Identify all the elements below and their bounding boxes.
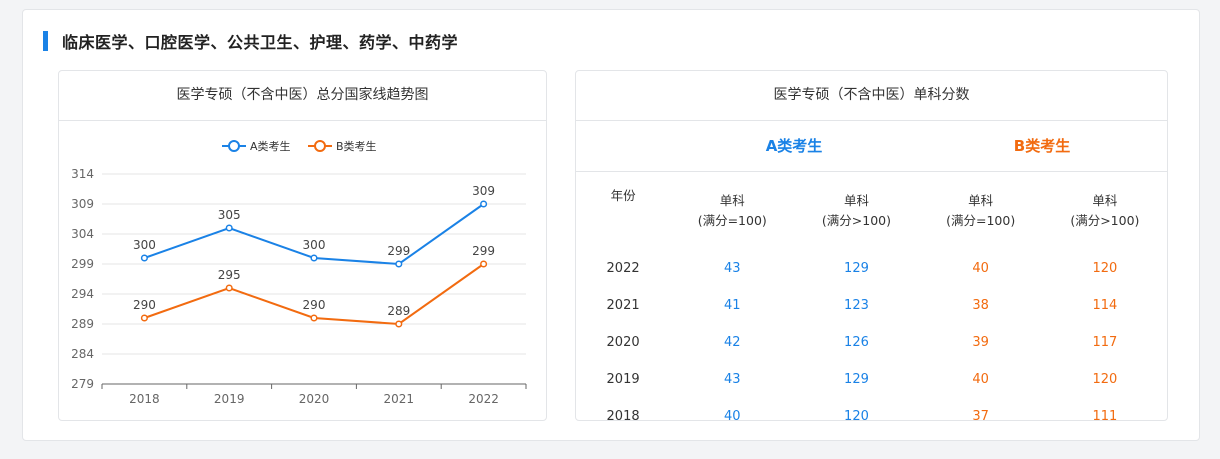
data-point bbox=[225, 284, 233, 292]
data-label: 290 bbox=[303, 298, 326, 312]
y-tick-label: 299 bbox=[71, 257, 94, 271]
data-label: 295 bbox=[218, 268, 241, 282]
data-point bbox=[395, 260, 403, 268]
y-tick-label: 309 bbox=[71, 197, 94, 211]
legend-label: B类考生 bbox=[336, 139, 377, 153]
cell-year: 2022 bbox=[606, 261, 640, 276]
header-year: 年份 bbox=[576, 172, 670, 250]
data-point bbox=[225, 224, 233, 232]
cell-b-le100: 40 bbox=[972, 261, 989, 276]
table-row: 2020 42 126 39 117 bbox=[576, 324, 1167, 361]
single-subject-card: 医学专硕（不含中医）单科分数 A类考生 B类考生 年份 单科 (满分=100) bbox=[575, 70, 1168, 424]
table-row: 2022 43 129 40 120 bbox=[576, 250, 1167, 287]
heading-accent-bar bbox=[43, 31, 48, 51]
header-label: 单科 bbox=[968, 193, 994, 208]
y-tick-label: 314 bbox=[71, 167, 94, 181]
header-label: 单科 bbox=[1092, 193, 1118, 208]
data-point bbox=[140, 314, 148, 322]
cell-b-gt100: 120 bbox=[1092, 372, 1118, 387]
trend-chart-card: 医学专硕（不含中医）总分国家线趋势图 279 284 289 294 299 304 309… bbox=[58, 70, 547, 421]
x-tick-label: 2018 bbox=[129, 392, 160, 406]
header-sublabel: (满分>100) bbox=[821, 213, 891, 228]
cell-a-le100: 43 bbox=[723, 261, 741, 276]
single-subject-table: 年份 单科 (满分=100) 单科 (满分>100) 单科 (满分=100) bbox=[576, 172, 1167, 435]
header-sublabel: (满分>100) bbox=[1070, 213, 1140, 228]
cell-a-le100: 42 bbox=[723, 335, 741, 350]
header-label: 单科 bbox=[843, 193, 869, 208]
cell-a-gt100: 126 bbox=[844, 335, 869, 350]
table-header-row: 年份 单科 (满分=100) 单科 (满分>100) 单科 (满分=100) bbox=[576, 172, 1167, 250]
cell-year: 2019 bbox=[606, 372, 640, 387]
x-tick-label: 2019 bbox=[214, 392, 245, 406]
x-tick-label: 2022 bbox=[468, 392, 499, 406]
data-label: 300 bbox=[133, 238, 156, 252]
table-row: 2021 41 123 38 114 bbox=[576, 287, 1167, 324]
table-row: 2019 43 129 40 120 bbox=[576, 361, 1167, 398]
section-heading: 临床医学、口腔医学、公共卫生、护理、药学、中药学 bbox=[43, 30, 458, 52]
group-b-label: B类考生 bbox=[1013, 137, 1071, 155]
y-tick-label: 284 bbox=[71, 347, 94, 361]
x-tick-label: 2020 bbox=[299, 392, 330, 406]
header-sublabel: (满分=100) bbox=[946, 213, 1016, 228]
data-label: 290 bbox=[133, 298, 156, 312]
content-panel: 临床医学、口腔医学、公共卫生、护理、药学、中药学 医学专硕（不含中医）总分国家线… bbox=[22, 9, 1200, 441]
table-card-title: 医学专硕（不含中医）单科分数 bbox=[576, 71, 1167, 121]
cell-b-gt100: 111 bbox=[1092, 409, 1118, 424]
cell-a-gt100: 129 bbox=[844, 372, 869, 387]
cell-b-le100: 40 bbox=[972, 372, 989, 387]
header-sublabel: (满分=100) bbox=[697, 213, 767, 228]
header-a-gt100: 单科 (满分>100) bbox=[794, 172, 918, 250]
data-point bbox=[310, 314, 318, 322]
cell-b-le100: 37 bbox=[972, 409, 989, 424]
data-point bbox=[140, 254, 148, 262]
header-label: 单科 bbox=[719, 193, 745, 208]
cell-b-le100: 38 bbox=[972, 298, 989, 313]
header-year-label: 年份 bbox=[610, 188, 636, 203]
cell-b-le100: 39 bbox=[972, 335, 989, 350]
cell-b-gt100: 117 bbox=[1092, 335, 1118, 350]
header-b-gt100: 单科 (满分>100) bbox=[1043, 172, 1167, 250]
legend-marker bbox=[228, 140, 240, 152]
data-label: 309 bbox=[472, 184, 495, 198]
cell-year: 2020 bbox=[606, 335, 640, 350]
data-point bbox=[480, 260, 488, 268]
cell-b-gt100: 120 bbox=[1092, 261, 1118, 276]
section-title: 临床医学、口腔医学、公共卫生、护理、药学、中药学 bbox=[62, 33, 459, 52]
data-point bbox=[480, 200, 488, 208]
data-label: 300 bbox=[303, 238, 326, 252]
legend-marker bbox=[314, 140, 326, 152]
legend-label: A类考生 bbox=[250, 139, 291, 153]
cell-a-gt100: 129 bbox=[844, 261, 869, 276]
y-tick-label: 304 bbox=[71, 227, 94, 241]
data-label: 299 bbox=[387, 244, 410, 258]
y-tick-label: 289 bbox=[71, 317, 94, 331]
header-b-le100: 单科 (满分=100) bbox=[919, 172, 1043, 250]
y-tick-label: 294 bbox=[71, 287, 94, 301]
cell-a-le100: 40 bbox=[723, 409, 741, 424]
cell-year: 2021 bbox=[606, 298, 640, 313]
cell-year: 2018 bbox=[606, 409, 640, 424]
chart-card-title: 医学专硕（不含中医）总分国家线趋势图 bbox=[59, 71, 546, 121]
trend-chart: 279 284 289 294 299 304 309 314 2018 2019 2020 2021… bbox=[71, 139, 527, 406]
data-point bbox=[395, 320, 403, 328]
cell-a-le100: 41 bbox=[723, 298, 741, 313]
cell-a-gt100: 120 bbox=[844, 409, 869, 424]
cell-a-gt100: 123 bbox=[844, 298, 869, 313]
cell-b-gt100: 114 bbox=[1092, 298, 1118, 313]
cell-a-le100: 43 bbox=[723, 372, 741, 387]
data-label: 299 bbox=[472, 244, 495, 258]
y-tick-label: 279 bbox=[71, 377, 94, 391]
group-a-label: A类考生 bbox=[765, 137, 823, 155]
table-row: 2018 40 120 37 111 bbox=[576, 398, 1167, 435]
group-header-row: A类考生 B类考生 bbox=[576, 121, 1167, 172]
header-a-le100: 单科 (满分=100) bbox=[670, 172, 794, 250]
data-label: 305 bbox=[218, 208, 241, 222]
data-point bbox=[310, 254, 318, 262]
x-tick-label: 2021 bbox=[384, 392, 415, 406]
data-label: 289 bbox=[387, 304, 410, 318]
